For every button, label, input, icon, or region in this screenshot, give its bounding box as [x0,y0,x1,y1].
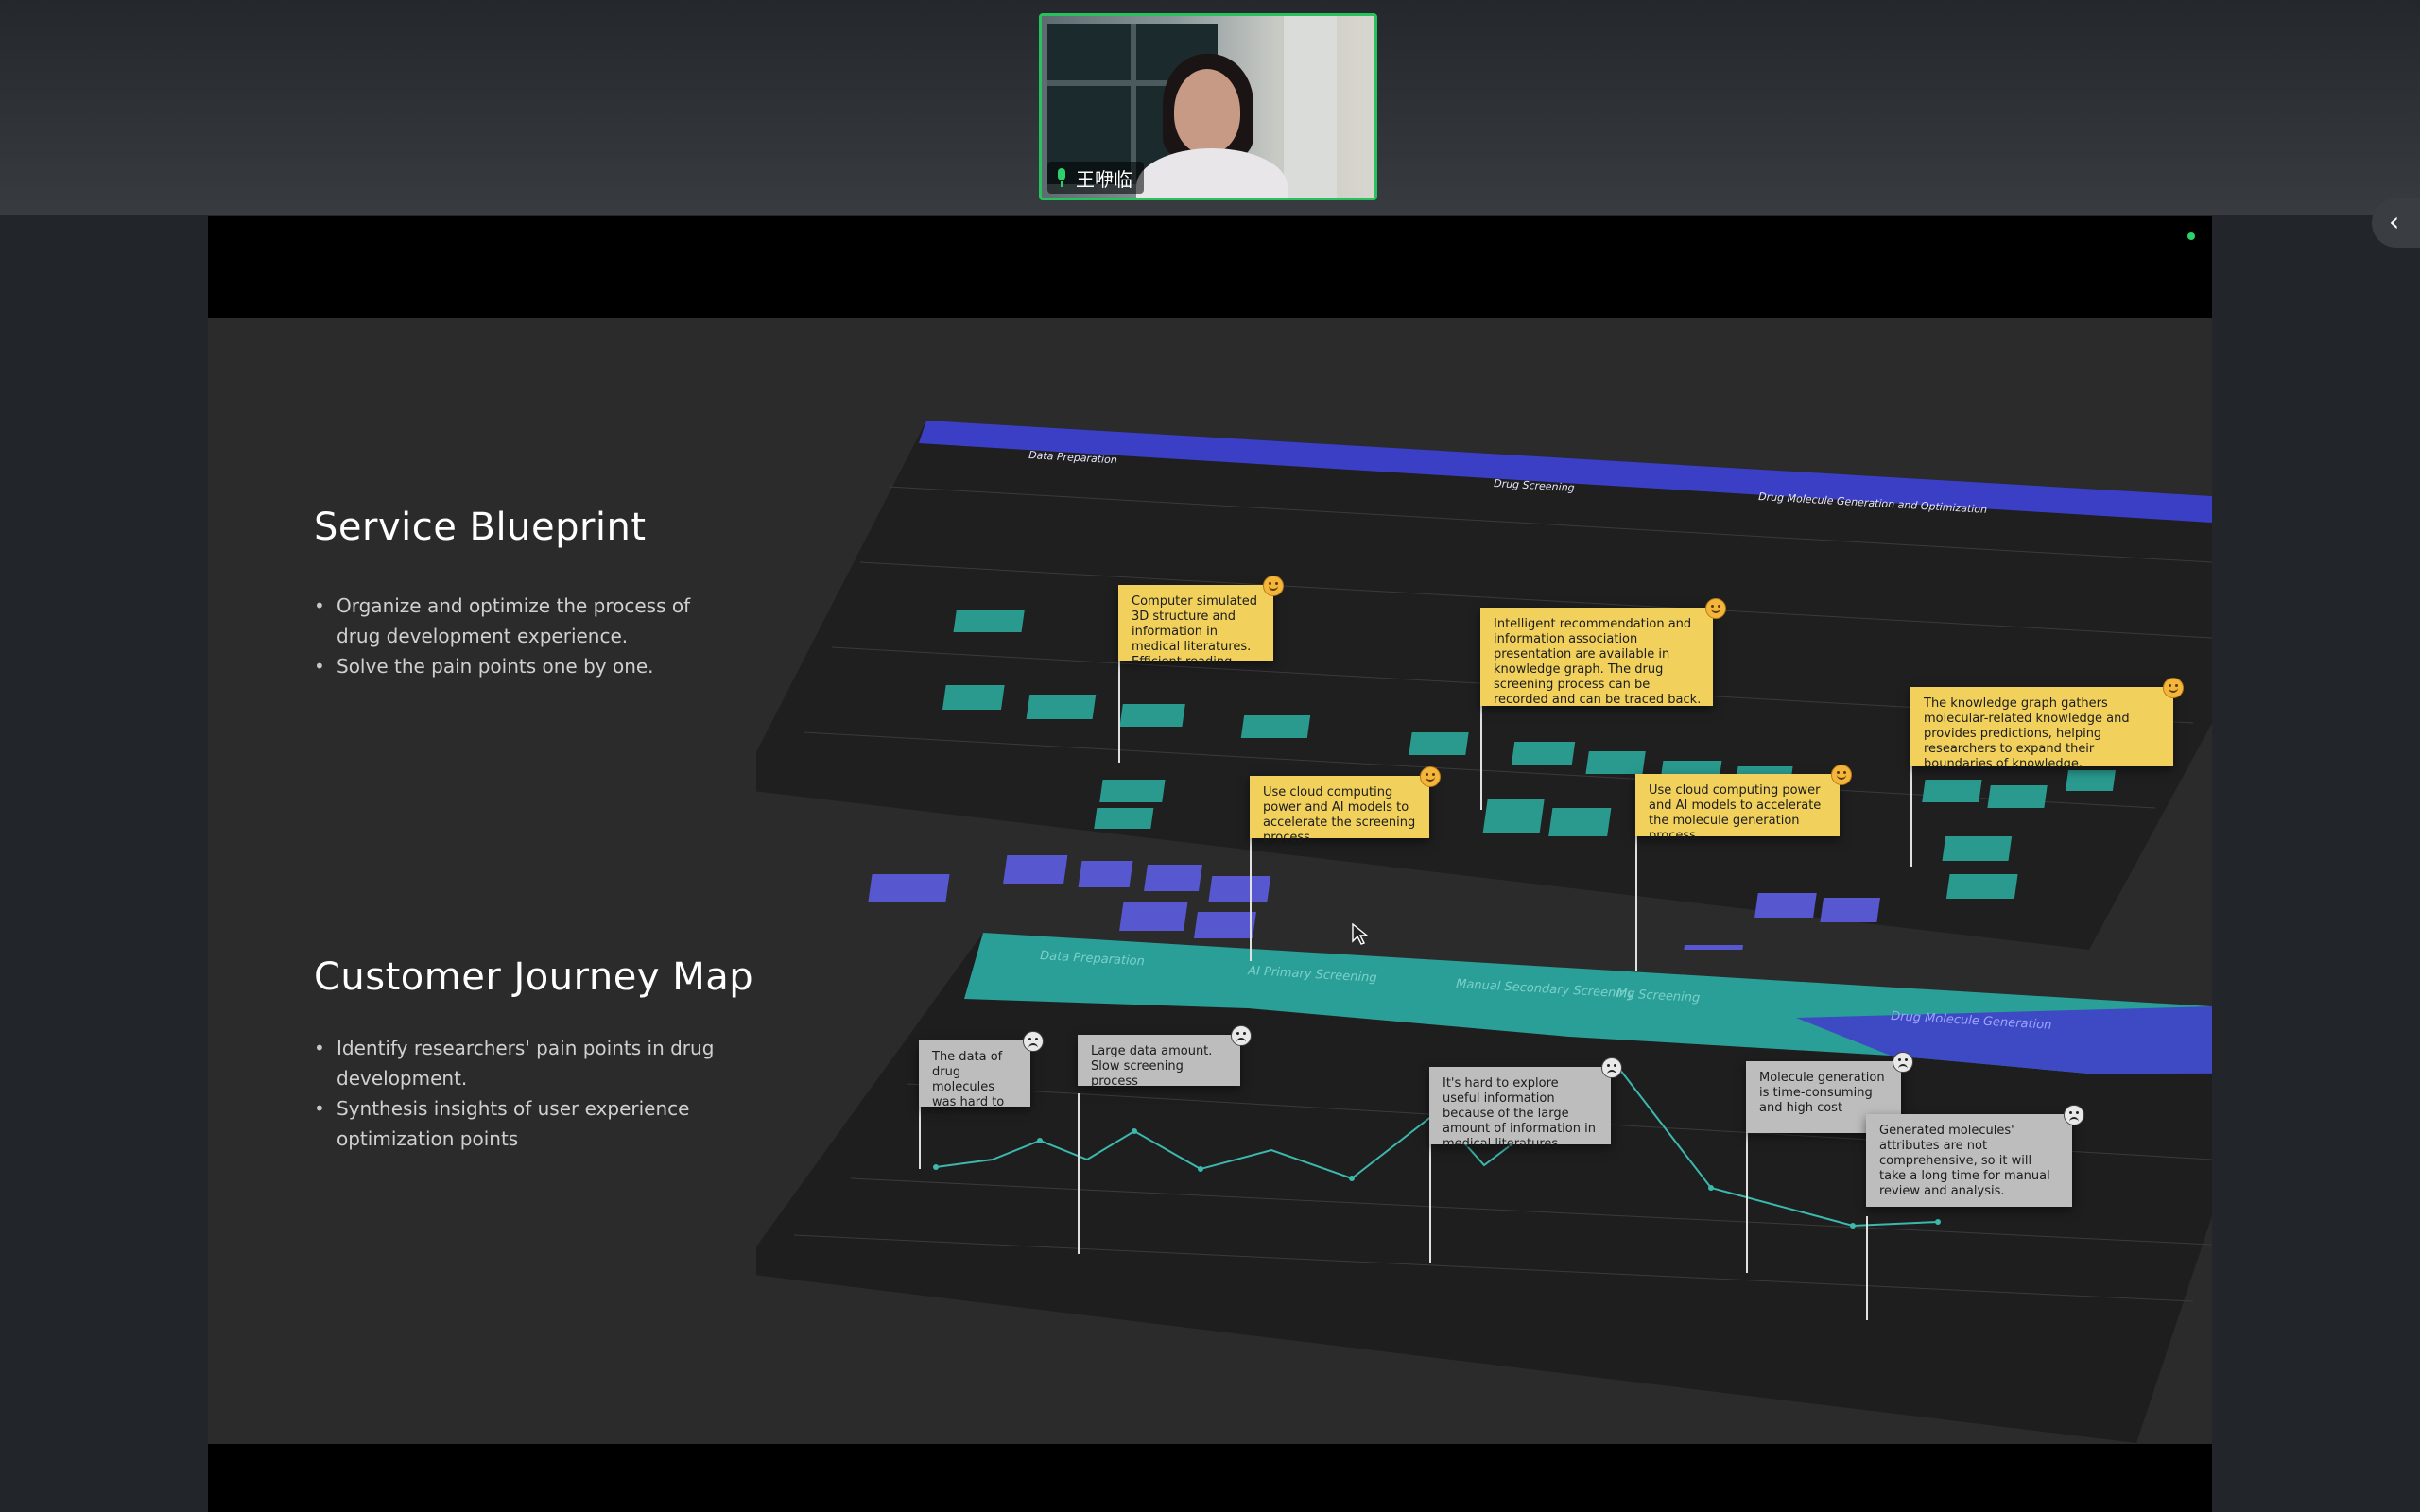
blueprint-stage-header [919,421,2212,523]
journey-stage-label: Data Preparation [1040,949,1145,969]
sad-face-icon [1023,1031,1044,1052]
callout-stem [919,1103,921,1169]
journey-bullet: Synthesis insights of user experience op… [314,1093,730,1154]
blueprint-bullets: Organize and optimize the process of dru… [314,591,730,681]
journey-pain-point-note: Large data amount. Slow screening proces… [1078,1035,1240,1089]
blueprint-title: Service Blueprint [314,506,647,549]
side-panel-toggle-button[interactable]: ‹ [2372,198,2420,248]
happy-face-icon [1831,765,1852,785]
happy-face-icon [1420,766,1441,787]
callout-stem [1429,1141,1431,1263]
blueprint-stage-label: Drug Screening [1494,477,1575,494]
slide-content: Service Blueprint Organize and optimize … [208,318,2212,1444]
journey-pain-point-note: The data of drug molecules was hard to r… [919,1040,1030,1125]
blueprint-callout-note: Use cloud computing power and AI models … [1635,774,1840,843]
status-indicator-dot [2187,232,2195,240]
callout-stem [1866,1216,1868,1320]
happy-face-icon [2163,678,2184,698]
journey-bullets: Identify researchers' pain points in dru… [314,1033,730,1154]
journey-emotion-curve [935,1063,1939,1228]
journey-stage-label: My Screening [1616,987,1701,1005]
journey-bullet: Identify researchers' pain points in dru… [314,1033,730,1093]
participant-name-tag: 王咿临 [1047,162,1144,194]
microphone-active-icon [1055,168,1068,187]
video-door [1284,16,1337,198]
blueprint-bullet: Organize and optimize the process of dru… [314,591,730,651]
journey-pain-point-note: It's hard to explore useful information … [1429,1067,1611,1151]
blueprint-callout-note: Computer simulated 3D structure and info… [1118,585,1273,669]
journey-pain-point-note: Generated molecules' attributes are not … [1866,1114,2072,1207]
slide-letterbox-bottom [208,1444,2212,1512]
callout-stem [1250,810,1252,961]
callout-stem [1910,753,1912,867]
blueprint-stage-label: Data Preparation [1028,449,1117,466]
sad-face-icon [2064,1105,2084,1125]
happy-face-icon [1263,576,1284,596]
sad-face-icon [1601,1057,1622,1078]
slide-letterbox-top [208,216,2212,318]
blueprint-callout-note: Use cloud computing power and AI models … [1250,776,1429,845]
callout-stem [1078,1093,1080,1254]
sad-face-icon [1893,1052,1913,1073]
callout-stem [1118,659,1120,763]
participant-name: 王咿临 [1076,167,1132,191]
blueprint-callout-note: The knowledge graph gathers molecular-re… [1910,687,2173,771]
blueprint-purple-cards [868,855,1881,950]
callout-stem [1746,1131,1748,1273]
blueprint-callout-note: Intelligent recommendation and informati… [1480,608,1713,707]
journey-title: Customer Journey Map [314,955,754,999]
shared-slide: Service Blueprint Organize and optimize … [208,216,2212,1512]
callout-stem [1635,829,1637,971]
happy-face-icon [1705,598,1726,619]
blueprint-bullet: Solve the pain points one by one. [314,651,730,681]
sad-face-icon [1231,1025,1252,1046]
callout-stem [1480,678,1482,810]
mouse-cursor-icon [1352,923,1369,945]
video-person-face [1174,69,1240,154]
active-speaker-video[interactable]: 王咿临 [1039,13,1377,200]
journey-stage-band-purple [1796,1006,2212,1074]
